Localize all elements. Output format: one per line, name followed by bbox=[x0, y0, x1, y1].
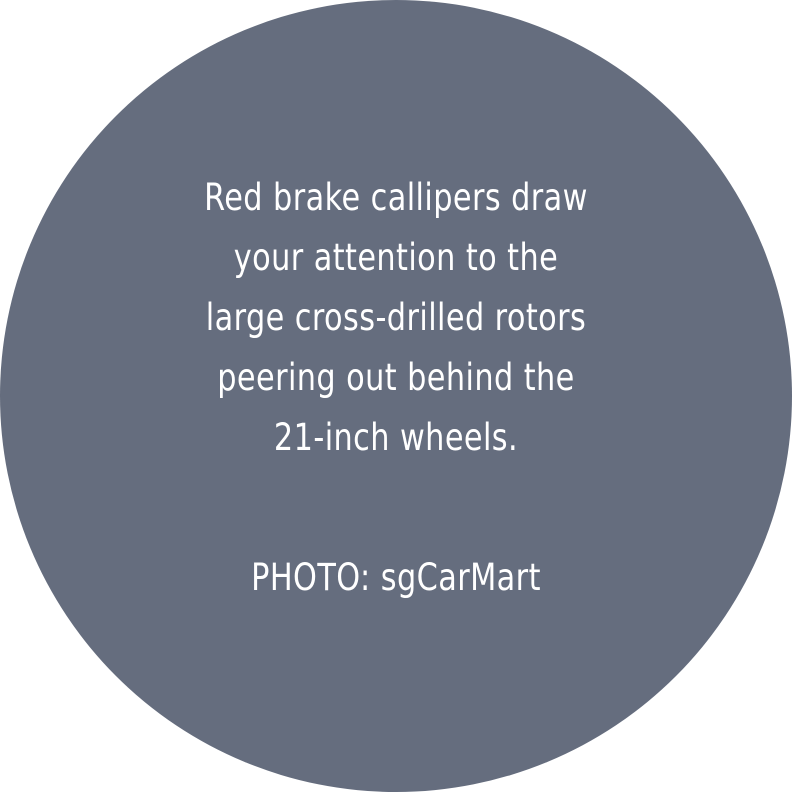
caption-line: Red brake callipers draw bbox=[204, 176, 588, 219]
caption-text: Red brake callipers draw your attention … bbox=[178, 168, 614, 468]
caption-line: 21-inch wheels. bbox=[273, 416, 519, 459]
caption-line: large cross-drilled rotors bbox=[205, 296, 587, 339]
caption-line: your attention to the bbox=[233, 236, 559, 279]
caption-line: peering out behind the bbox=[217, 356, 575, 399]
photo-credit: PHOTO: sgCarMart bbox=[251, 556, 541, 599]
